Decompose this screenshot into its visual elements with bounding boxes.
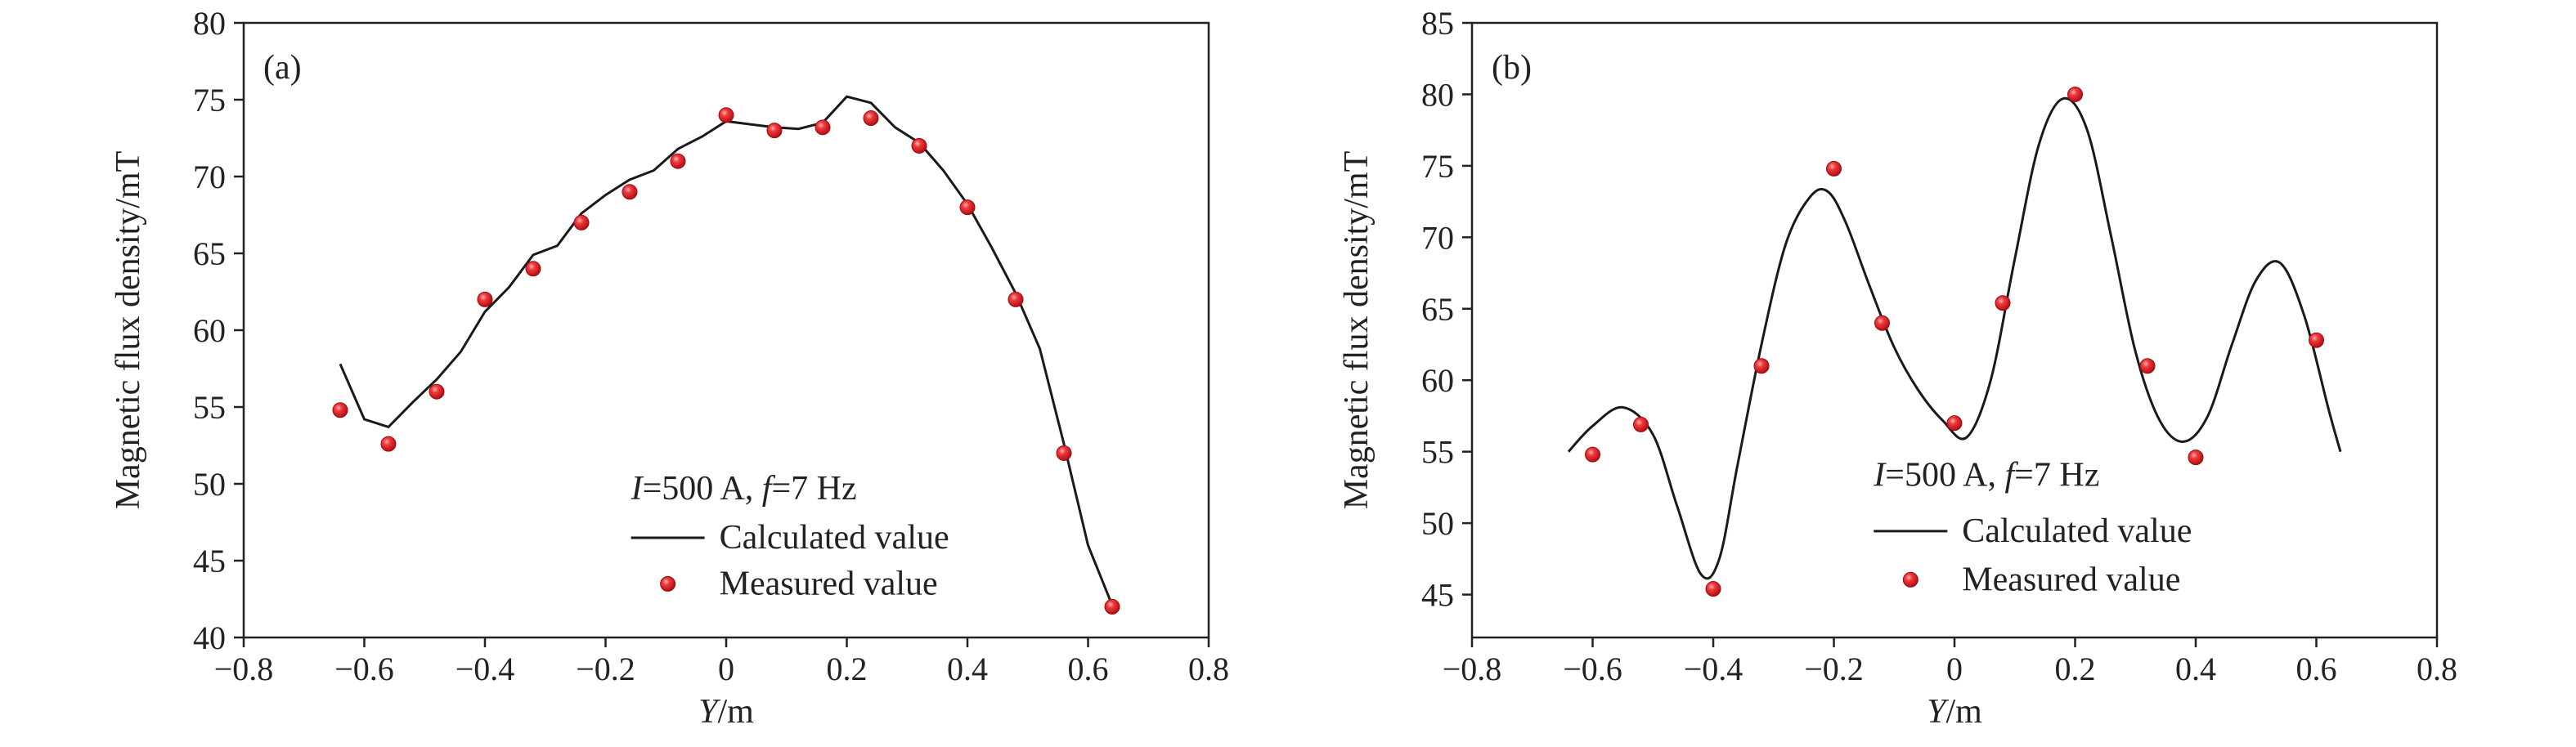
measured-value-point [718,107,734,123]
x-tick-label: −0.2 [1804,651,1864,687]
panel-label: (a) [263,49,302,87]
y-tick-label: 60 [1421,362,1454,399]
x-tick-label: −0.8 [1443,651,1502,687]
condition-text: I=500 A, f=7 Hz [1873,457,2099,494]
x-tick-label: 0.2 [827,651,868,687]
x-tick-label: 0 [1946,651,1963,687]
measured-value-point [2188,450,2204,466]
x-tick-label: 0.6 [2296,651,2337,687]
measured-value-point [766,123,783,139]
measured-value-point [1705,581,1721,597]
y-tick-label: 65 [193,235,226,272]
y-axis-label: Magnetic flux density/mT [1338,151,1376,510]
x-tick-label: −0.6 [334,651,394,687]
legend-label-calculated: Calculated value [720,519,949,557]
y-tick-label: 70 [193,159,226,195]
measured-value-point [2067,86,2083,102]
x-tick-label: 0.4 [947,651,988,687]
panel-label: (b) [1492,49,1532,87]
x-tick-label: −0.4 [456,651,515,687]
x-tick-label: 0 [718,651,734,687]
legend-marker-swatch [1902,571,1919,588]
measured-value-point [959,199,976,216]
measured-value-point [1633,416,1649,432]
x-tick-label: 0.8 [2417,651,2457,687]
y-tick-label: 75 [1421,148,1454,185]
measured-value-point [1753,358,1770,374]
measured-value-point [863,110,879,127]
condition-text: I=500 A, f=7 Hz [631,470,857,508]
measured-value-point [1874,315,1890,331]
x-axis-label: Y/m [1927,693,1982,731]
measured-value-point [1008,291,1024,307]
measured-value-point [1056,445,1072,461]
measured-value-point [1585,446,1600,463]
legend-label-calculated: Calculated value [1962,512,2192,550]
measured-value-point [1826,160,1842,177]
measured-value-point [332,402,348,418]
x-tick-label: 0.6 [1068,651,1109,687]
y-tick-label: 70 [1421,219,1454,256]
x-tick-label: 0.2 [2055,651,2096,687]
measured-value-point [2309,332,2324,348]
measured-value-point [1946,415,1963,432]
x-tick-label: −0.2 [576,651,635,687]
y-tick-label: 50 [1421,505,1454,542]
chart-panel-b: −0.8 −0.6 −0.4 −0.2 0 0.2 0.4 0.6 0.8 45 50 55 60 65 7… [1338,5,2457,731]
y-tick-label: 80 [193,5,226,42]
y-tick-label: 55 [193,389,226,426]
x-tick-label: −0.6 [1563,651,1622,687]
legend-label-measured: Measured value [1962,561,2180,598]
y-tick-label: 75 [193,82,226,119]
measured-value-point [2139,358,2156,374]
y-tick-label: 40 [193,620,226,656]
measured-value-point [911,137,927,154]
calculated-value-line [1567,96,2342,580]
y-tick-label: 60 [193,312,226,349]
y-tick-label: 80 [1421,76,1454,113]
y-tick-label: 45 [193,543,226,579]
measured-value-point [815,119,831,136]
x-tick-label: 0.8 [1188,651,1229,687]
x-tick-label: −0.8 [214,651,274,687]
measured-value-point [573,214,590,230]
y-tick-label: 45 [1421,577,1454,614]
plot-frame [1470,21,2439,639]
x-axis-label: Y/m [698,693,754,731]
y-tick-label: 85 [1421,5,1454,42]
y-tick-label: 65 [1421,291,1454,328]
measured-value-point [525,261,541,277]
measured-value-point [670,153,686,169]
y-axis-label: Magnetic flux density/mT [110,151,147,510]
legend-marker-swatch [660,575,676,592]
measured-value-point [1995,295,2011,311]
y-tick-label: 55 [1421,434,1454,471]
x-tick-label: −0.4 [1684,651,1744,687]
measured-value-point [429,383,445,400]
measured-value-point [1104,598,1120,615]
measured-value-point [380,436,397,452]
chart-panel-a: −0.8 −0.6 −0.4 −0.2 0 0.2 0.4 0.6 0.8 40 45 50 55 60 6… [110,5,1229,731]
legend-label-measured: Measured value [720,565,938,602]
measured-value-point [622,184,638,200]
measured-value-point [477,291,493,307]
y-tick-label: 50 [193,466,226,503]
x-tick-label: 0.4 [2175,651,2216,687]
